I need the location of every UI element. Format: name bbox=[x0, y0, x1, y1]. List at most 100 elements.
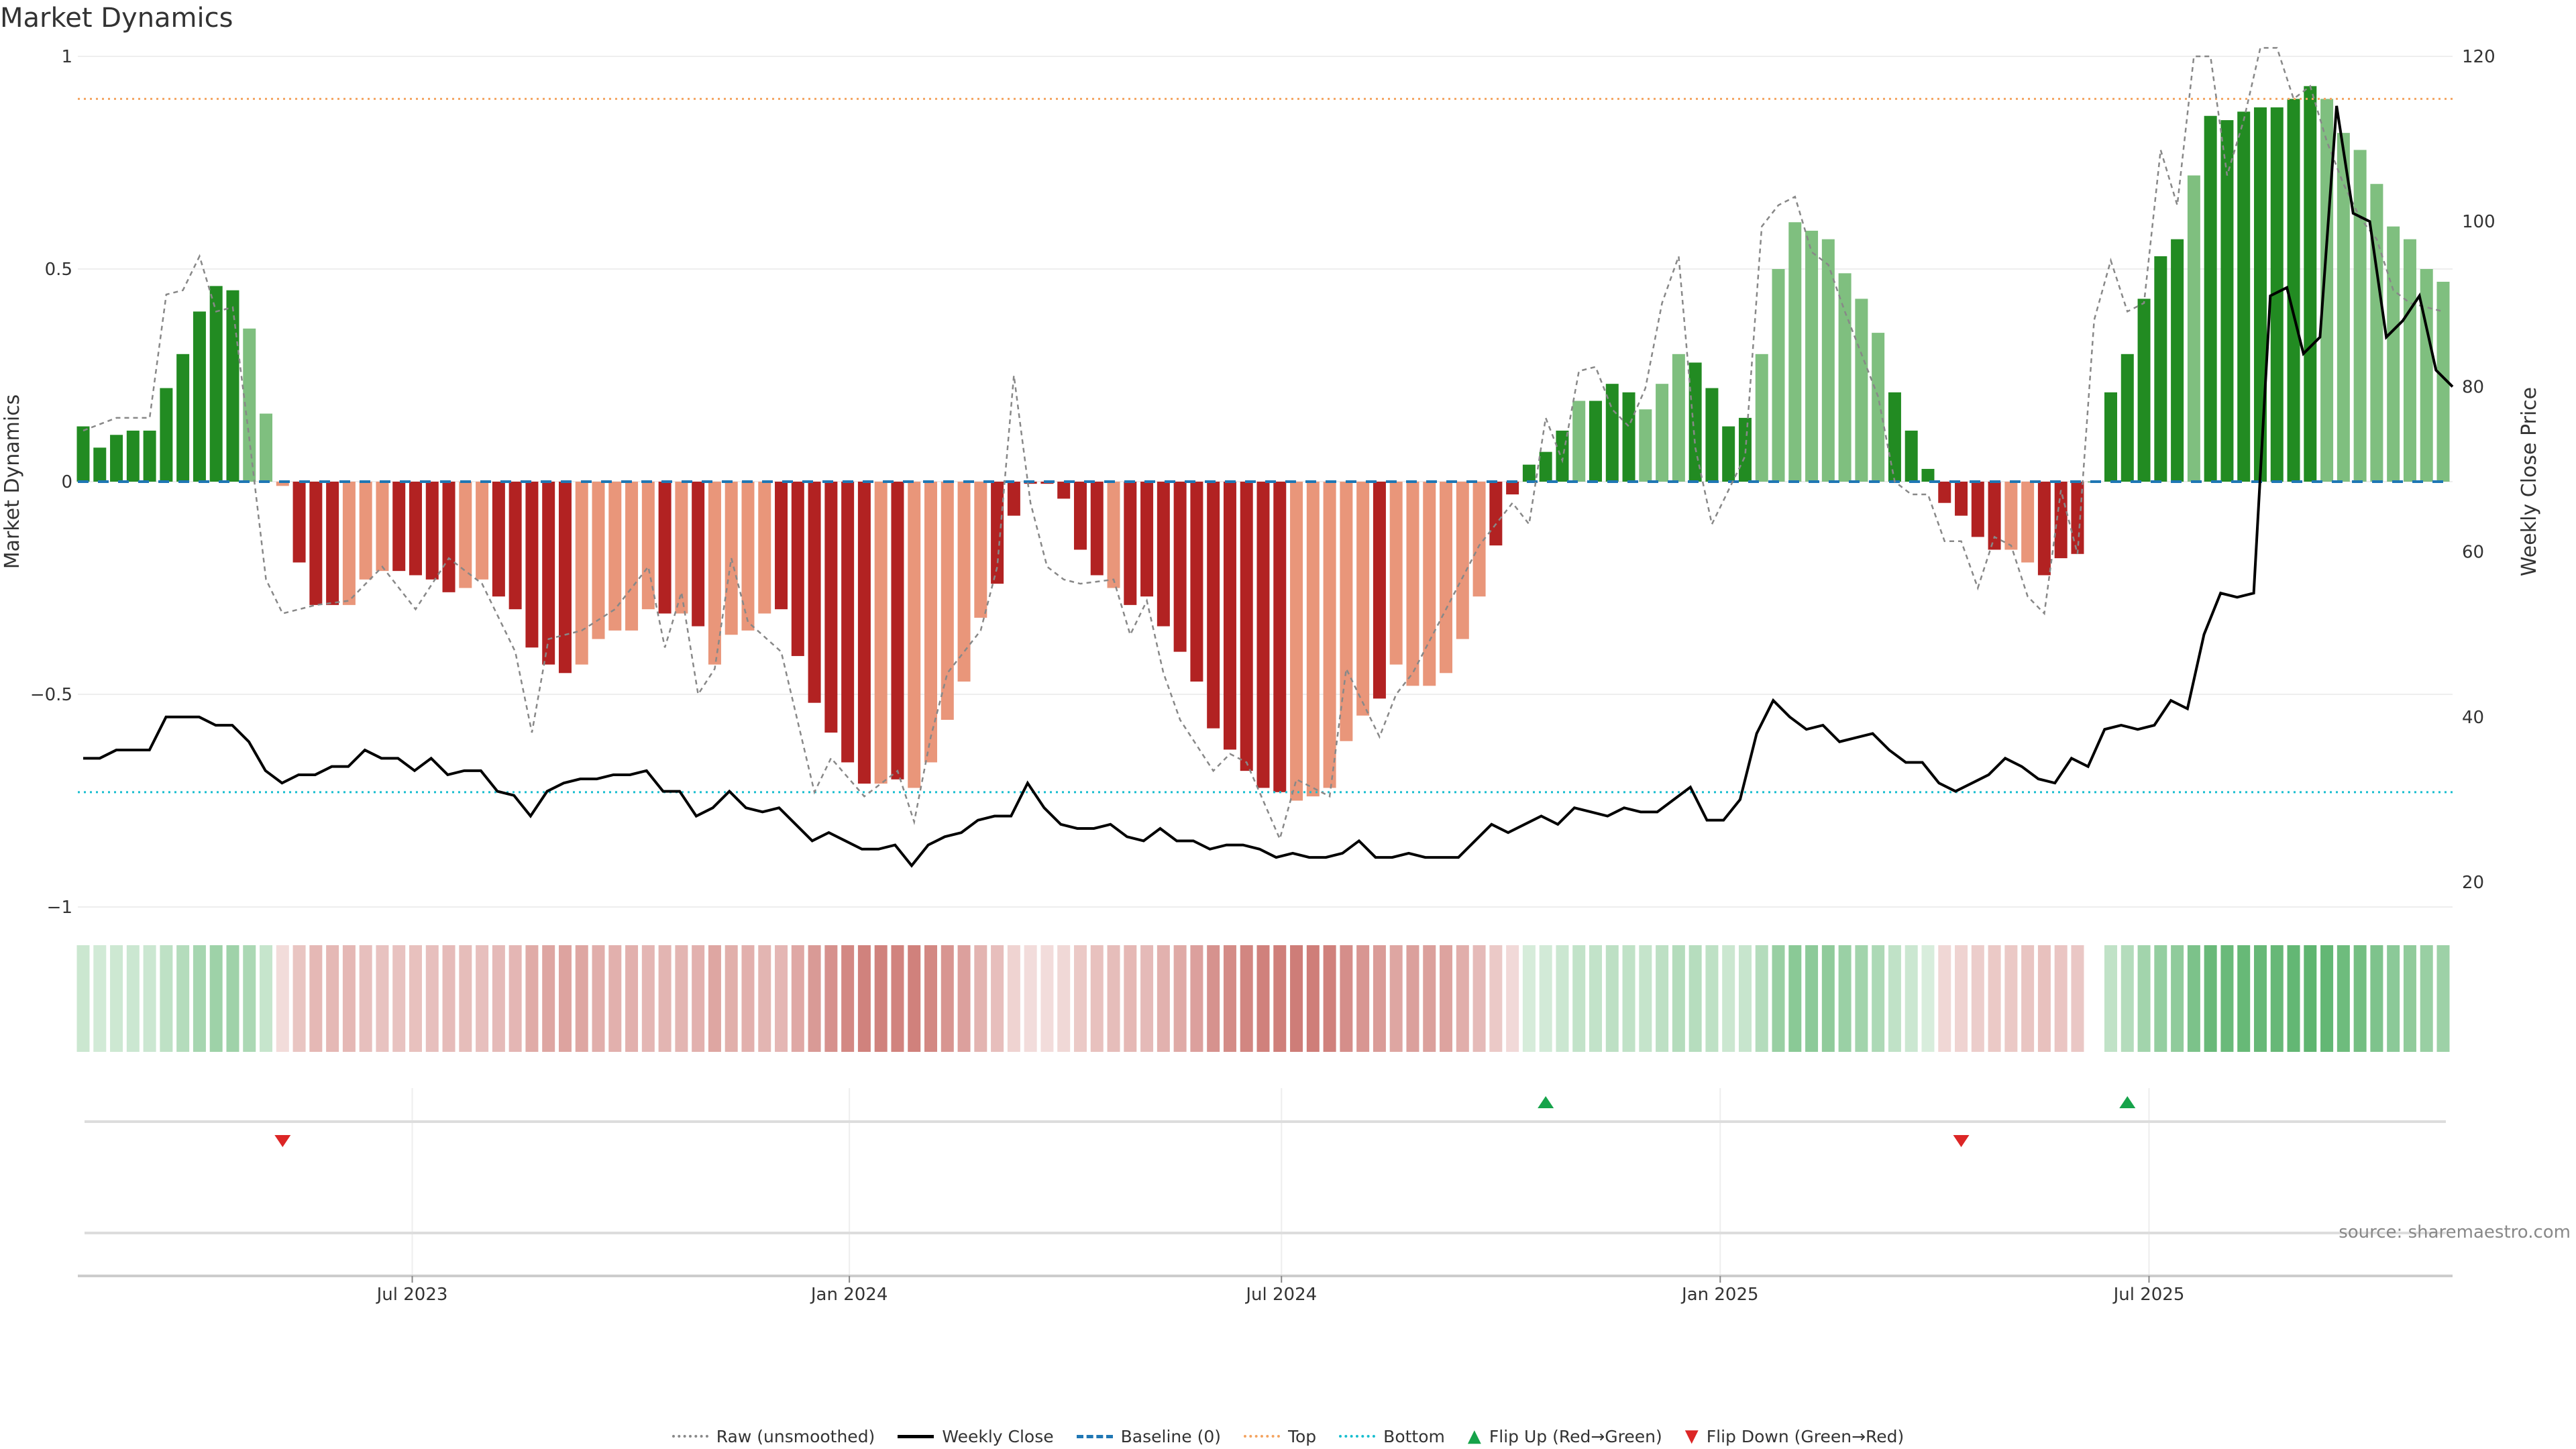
heatmap-cell bbox=[359, 945, 372, 1052]
bar bbox=[1855, 299, 1868, 482]
bar bbox=[1007, 482, 1020, 516]
heatmap-cell bbox=[1207, 945, 1220, 1052]
bar bbox=[276, 482, 289, 486]
source-note: source: sharemaestro.com bbox=[2339, 1222, 2571, 1242]
bar bbox=[675, 482, 688, 614]
bar bbox=[1090, 482, 1104, 576]
bar bbox=[1273, 482, 1287, 792]
heatmap-cell bbox=[1872, 945, 1885, 1052]
bar bbox=[1556, 430, 1569, 482]
heatmap-cell bbox=[592, 945, 605, 1052]
bar bbox=[1572, 400, 1586, 482]
legend-baseline: Baseline (0) bbox=[1076, 1427, 1221, 1446]
bar bbox=[193, 311, 206, 482]
heatmap-cell bbox=[1256, 945, 1270, 1052]
y-axis-title: Market Dynamics bbox=[1, 394, 24, 570]
bar bbox=[93, 447, 107, 482]
heatmap-cell bbox=[625, 945, 639, 1052]
raw-line bbox=[83, 47, 2444, 842]
heatmap-cell bbox=[2237, 945, 2251, 1052]
legend: Raw (unsmoothed) Weekly Close Baseline (… bbox=[0, 1426, 2576, 1446]
heatmap-cell bbox=[758, 945, 771, 1052]
bar bbox=[1722, 426, 1735, 482]
triangle-up-icon: ▲ bbox=[1467, 1426, 1481, 1446]
bar bbox=[160, 388, 173, 482]
legend-raw: Raw (unsmoothed) bbox=[672, 1427, 875, 1446]
x-tick-label: Jul 2025 bbox=[2112, 1285, 2185, 1305]
bar bbox=[2337, 133, 2350, 482]
bar bbox=[941, 482, 954, 720]
bar bbox=[1888, 392, 1901, 482]
heatmap-cell bbox=[1705, 945, 1719, 1052]
heatmap-cell bbox=[376, 945, 389, 1052]
heatmap-cell bbox=[1755, 945, 1768, 1052]
heatmap-cell bbox=[2370, 945, 2383, 1052]
flip-down-marker bbox=[274, 1135, 291, 1147]
bar bbox=[1356, 482, 1370, 716]
bar bbox=[1472, 482, 1486, 597]
bar bbox=[874, 482, 888, 784]
bar bbox=[1223, 482, 1236, 750]
bar bbox=[2021, 482, 2035, 563]
heatmap-cell bbox=[2353, 945, 2367, 1052]
heatmap-cell bbox=[2104, 945, 2118, 1052]
heatmap-cell bbox=[1124, 945, 1137, 1052]
x-tick-label: Jul 2024 bbox=[1244, 1285, 1317, 1305]
bar bbox=[1656, 384, 1669, 482]
heatmap-cell bbox=[791, 945, 804, 1052]
heatmap-cell bbox=[658, 945, 672, 1052]
heatmap-cell bbox=[641, 945, 655, 1052]
legend-bottom: Bottom bbox=[1339, 1427, 1445, 1446]
y-right-tick-label: 60 bbox=[2462, 543, 2484, 563]
heatmap-cell bbox=[1589, 945, 1602, 1052]
bar bbox=[1639, 409, 1652, 482]
bar bbox=[2137, 299, 2151, 482]
heatmap-cell bbox=[143, 945, 156, 1052]
bar bbox=[1124, 482, 1137, 605]
heatmap-cell bbox=[1240, 945, 1253, 1052]
bar bbox=[808, 482, 821, 703]
heatmap-cell bbox=[243, 945, 256, 1052]
bar bbox=[791, 482, 804, 656]
bar bbox=[2187, 175, 2200, 482]
bar bbox=[1306, 482, 1320, 797]
bar bbox=[558, 482, 572, 674]
bar bbox=[1157, 482, 1170, 627]
legend-flip-up-label: Flip Up (Red→Green) bbox=[1489, 1426, 1662, 1446]
bar bbox=[2304, 86, 2317, 482]
bar bbox=[1805, 230, 1819, 482]
heatmap-cell bbox=[2287, 945, 2300, 1052]
bar bbox=[459, 482, 472, 588]
bar bbox=[2436, 282, 2450, 482]
heatmap-cell bbox=[1140, 945, 1154, 1052]
heatmap-cell bbox=[2171, 945, 2184, 1052]
bar bbox=[841, 482, 855, 763]
chart-title: Market Dynamics bbox=[0, 3, 233, 34]
heatmap-cell bbox=[1572, 945, 1586, 1052]
heatmap-cell bbox=[276, 945, 289, 1052]
bar bbox=[1838, 273, 1851, 482]
bar bbox=[641, 482, 655, 610]
heatmap-cell bbox=[226, 945, 239, 1052]
bar bbox=[2287, 99, 2300, 482]
heatmap-cell bbox=[2253, 945, 2267, 1052]
heatmap-cell bbox=[1273, 945, 1287, 1052]
bar bbox=[309, 482, 323, 605]
heatmap-cell bbox=[1639, 945, 1652, 1052]
bar bbox=[110, 435, 123, 482]
bar bbox=[1440, 482, 1453, 674]
y-right-tick-label: 100 bbox=[2462, 212, 2496, 232]
heatmap-cell bbox=[1656, 945, 1669, 1052]
bar bbox=[2171, 239, 2184, 482]
bar bbox=[857, 482, 871, 784]
bar bbox=[2270, 107, 2284, 482]
bar bbox=[2204, 115, 2217, 482]
legend-close: Weekly Close bbox=[898, 1427, 1054, 1446]
heatmap-cell bbox=[1855, 945, 1868, 1052]
bar bbox=[76, 426, 90, 482]
bar bbox=[442, 482, 455, 592]
heatmap-cell bbox=[2187, 945, 2200, 1052]
bar bbox=[2353, 150, 2367, 482]
heatmap-cell bbox=[176, 945, 190, 1052]
